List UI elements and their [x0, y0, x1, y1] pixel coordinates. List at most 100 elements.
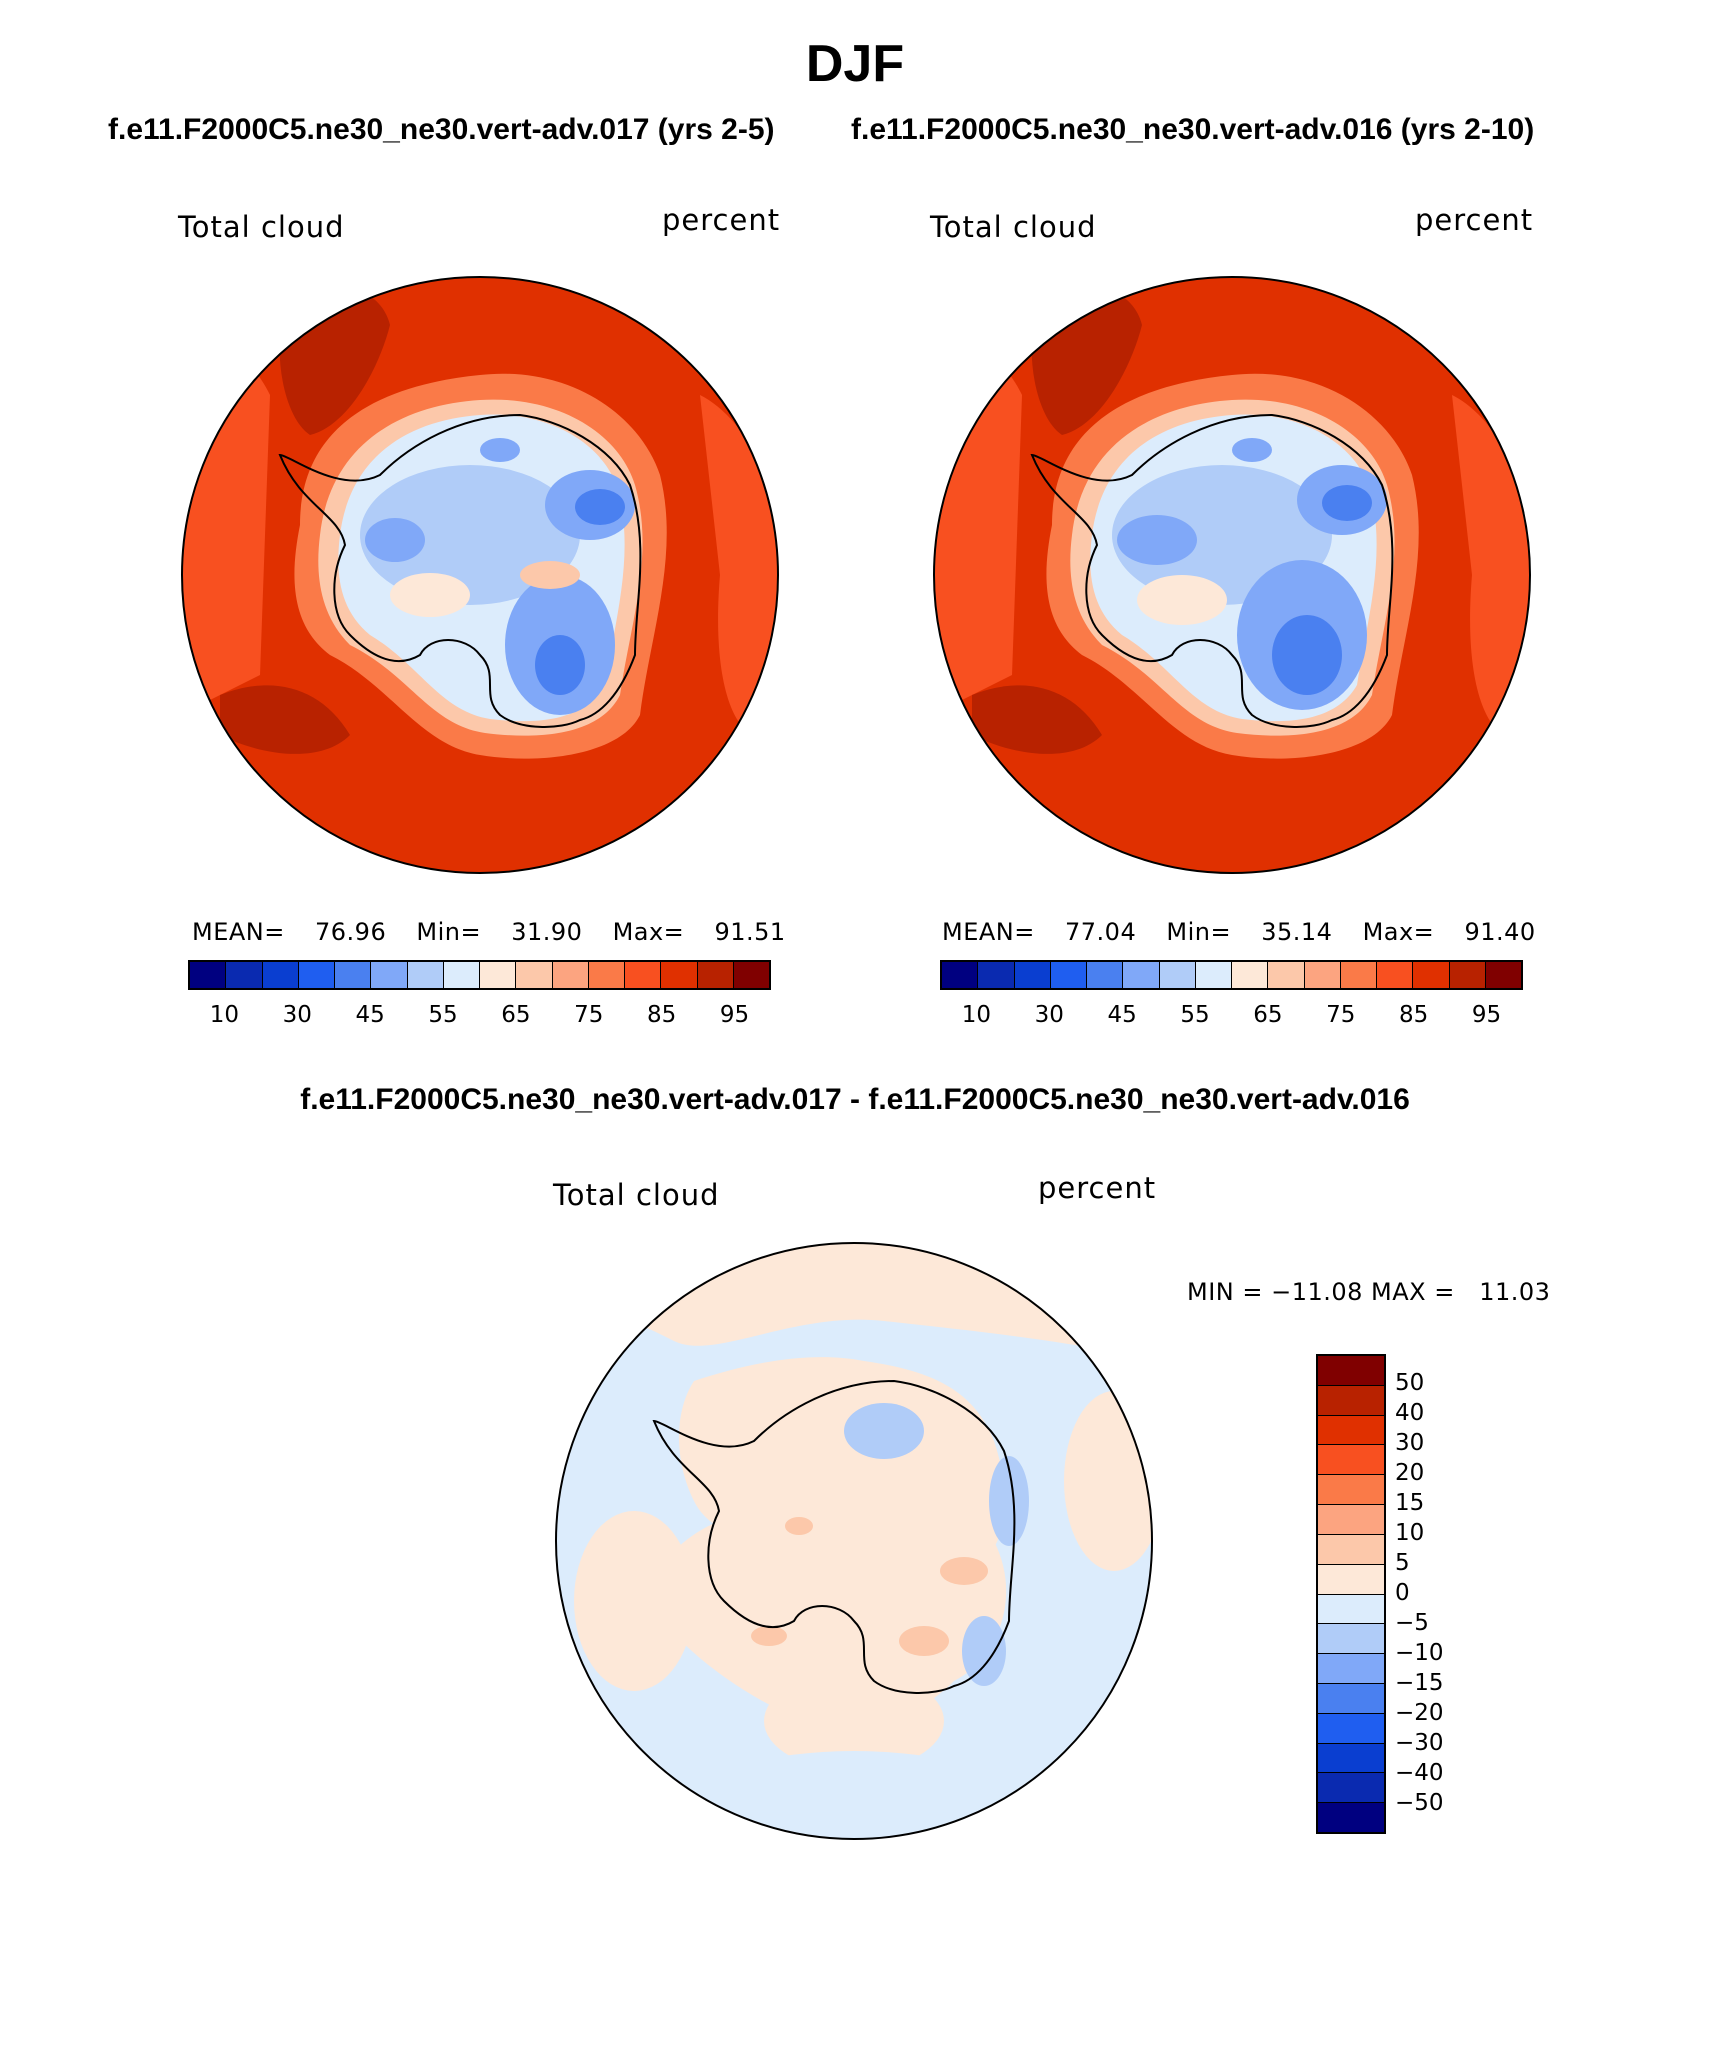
colorbar-tick-label: 10: [209, 1002, 240, 1028]
panel2-map: [933, 276, 1531, 874]
colorbar-swatch: [1318, 1713, 1384, 1744]
colorbar-swatch: [697, 962, 734, 988]
colorbar-tick-label: 20: [1395, 1460, 1425, 1486]
diff-title: f.e11.F2000C5.ne30_ne30.vert-adv.017 - f…: [300, 1083, 1410, 1116]
colorbar-swatch: [1050, 962, 1087, 988]
colorbar-swatch: [1449, 962, 1486, 988]
colorbar-swatch: [942, 962, 979, 988]
panel1-map: [181, 276, 779, 874]
panel2-min-label: Min=: [1166, 918, 1232, 946]
colorbar-swatch: [1159, 962, 1196, 988]
colorbar-swatch: [407, 962, 444, 988]
colorbar-swatch: [1318, 1624, 1384, 1655]
colorbar-swatch: [1485, 962, 1521, 988]
colorbar-swatch: [1377, 962, 1414, 988]
colorbar-swatch: [190, 962, 227, 988]
diff-units: percent: [1038, 1171, 1157, 1205]
colorbar-tick-label: 65: [1253, 1002, 1283, 1028]
panel1-variable: Total cloud: [178, 210, 345, 244]
colorbar-swatch: [1318, 1415, 1384, 1446]
colorbar-tick-label: −50: [1395, 1790, 1444, 1816]
panel2-units: percent: [1415, 203, 1534, 237]
colorbar-tick-label: 55: [1180, 1002, 1210, 1028]
diff-map: [555, 1242, 1153, 1840]
panel1-min: 31.90: [511, 918, 583, 946]
colorbar-swatch: [298, 962, 335, 988]
colorbar-tick-label: 85: [1399, 1002, 1429, 1028]
colorbar-tick-label: 85: [647, 1002, 677, 1028]
panel2-mean-label: MEAN=: [942, 918, 1035, 946]
colorbar-swatch: [1318, 1385, 1384, 1416]
panel2-max-label: Max=: [1362, 918, 1435, 946]
colorbar-tick-label: 75: [1326, 1002, 1356, 1028]
colorbar-tick-label: 55: [428, 1002, 458, 1028]
panel2-stats: MEAN= 77.04 Min= 35.14 Max= 91.40: [942, 918, 1536, 946]
panel2-max: 91.40: [1464, 918, 1536, 946]
colorbar-swatch: [1318, 1594, 1384, 1625]
colorbar-swatch: [1087, 962, 1124, 988]
colorbar-tick-label: 15: [1395, 1490, 1425, 1516]
panel2-min: 35.14: [1261, 918, 1333, 946]
colorbar-tick-label: 95: [719, 1002, 750, 1028]
season-title: DJF: [805, 35, 905, 93]
colorbar-swatch: [1318, 1654, 1384, 1684]
panel1-mean-label: MEAN=: [192, 918, 285, 946]
colorbar-swatch: [978, 962, 1015, 988]
colorbar-swatch: [1268, 962, 1305, 988]
colorbar-swatch: [335, 962, 372, 988]
colorbar-tick-label: 5: [1395, 1550, 1410, 1576]
colorbar-swatch: [552, 962, 589, 988]
panel1-min-label: Min=: [416, 918, 482, 946]
colorbar-swatch: [1318, 1534, 1384, 1565]
colorbar-tick-label: −30: [1395, 1730, 1444, 1756]
colorbar-swatch: [625, 962, 662, 988]
panel1-colorbar: [188, 960, 771, 990]
colorbar-swatch: [1340, 962, 1377, 988]
colorbar-tick-label: 40: [1395, 1400, 1425, 1426]
colorbar-tick-label: −5: [1395, 1610, 1429, 1636]
colorbar-tick-label: 0: [1395, 1580, 1410, 1606]
colorbar-swatch: [1014, 962, 1051, 988]
colorbar-swatch: [1318, 1356, 1384, 1386]
panel1-max-label: Max=: [612, 918, 685, 946]
colorbar-tick-label: −20: [1395, 1700, 1444, 1726]
colorbar-swatch: [371, 962, 408, 988]
colorbar-swatch: [1318, 1564, 1384, 1595]
panel2-variable: Total cloud: [930, 210, 1097, 244]
colorbar-tick-label: 50: [1395, 1370, 1425, 1396]
panel2-mean: 77.04: [1065, 918, 1137, 946]
colorbar-swatch: [733, 962, 769, 988]
colorbar-swatch: [226, 962, 263, 988]
colorbar-swatch: [1318, 1683, 1384, 1714]
panel1-mean: 76.96: [315, 918, 387, 946]
colorbar-swatch: [1318, 1505, 1384, 1535]
colorbar-tick-label: 10: [961, 1002, 992, 1028]
subtitle-right: f.e11.F2000C5.ne30_ne30.vert-adv.016 (yr…: [851, 113, 1535, 146]
panel2-colorbar-ticks: 10 30 45 55 65 75 85 95: [940, 1002, 1523, 1032]
colorbar-swatch: [1123, 962, 1160, 988]
colorbar-swatch: [1318, 1445, 1384, 1476]
panel1-max: 91.51: [714, 918, 786, 946]
diff-variable: Total cloud: [553, 1178, 720, 1212]
colorbar-tick-label: 10: [1395, 1520, 1425, 1546]
colorbar-tick-label: −15: [1395, 1670, 1444, 1696]
colorbar-swatch: [1318, 1743, 1384, 1774]
colorbar-swatch: [480, 962, 517, 988]
colorbar-swatch: [1232, 962, 1269, 988]
colorbar-tick-label: −10: [1395, 1640, 1444, 1666]
panel2-colorbar: [940, 960, 1523, 990]
colorbar-swatch: [262, 962, 299, 988]
colorbar-swatch: [661, 962, 698, 988]
colorbar-tick-label: 45: [1107, 1002, 1137, 1028]
colorbar-tick-label: 95: [1471, 1002, 1502, 1028]
colorbar-swatch: [1318, 1773, 1384, 1804]
diff-minmax: MIN = −11.08 MAX = 11.03: [1187, 1278, 1551, 1306]
colorbar-swatch: [1195, 962, 1232, 988]
colorbar-swatch: [443, 962, 480, 988]
colorbar-tick-label: 45: [355, 1002, 385, 1028]
colorbar-tick-label: 65: [501, 1002, 531, 1028]
colorbar-tick-label: 30: [1395, 1430, 1425, 1456]
colorbar-tick-label: −40: [1395, 1760, 1444, 1786]
colorbar-swatch: [516, 962, 553, 988]
colorbar-swatch: [1413, 962, 1450, 988]
